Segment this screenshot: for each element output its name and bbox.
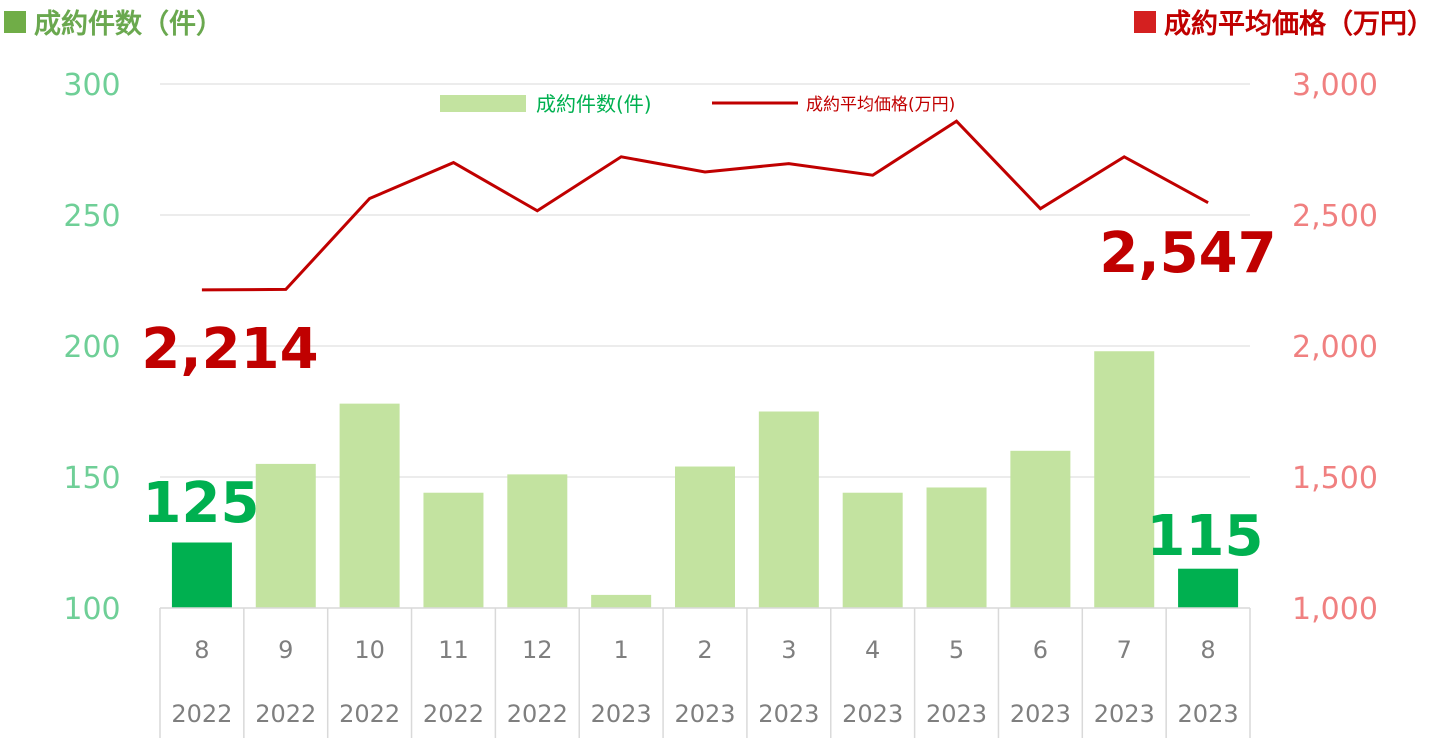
left-tick-label: 100 [63, 592, 120, 627]
month-tick-label: 11 [438, 636, 469, 664]
right-tick-label: 2,500 [1292, 199, 1378, 234]
bar [507, 474, 568, 608]
month-tick-label: 2 [697, 636, 712, 664]
bar [1010, 450, 1071, 608]
year-tick-label: 2022 [507, 700, 568, 728]
year-tick-label: 2023 [1010, 700, 1071, 728]
year-tick-label: 2023 [1094, 700, 1155, 728]
right-axis-title-text: 成約平均価格（万円） [1164, 9, 1434, 40]
price-line [201, 119, 1209, 292]
year-tick-label: 2023 [674, 700, 735, 728]
month-tick-label: 4 [865, 636, 880, 664]
month-tick-label: 5 [949, 636, 964, 664]
month-tick-label: 1 [614, 636, 629, 664]
right-tick-label: 1,500 [1292, 461, 1378, 496]
year-tick-label: 2022 [339, 700, 400, 728]
bar-callout-first: 125 [143, 471, 260, 536]
bar [1094, 351, 1155, 608]
year-tick-label: 2023 [591, 700, 652, 728]
bar [758, 411, 819, 608]
price-callout-last: 2,547 [1099, 221, 1276, 286]
month-tick-label: 10 [354, 636, 385, 664]
month-tick-label: 12 [522, 636, 553, 664]
bar [1178, 568, 1239, 608]
green-square-icon [4, 10, 26, 33]
month-tick-label: 9 [278, 636, 293, 664]
bar [842, 492, 903, 608]
bar [255, 463, 316, 608]
bar-callout-last: 115 [1147, 504, 1264, 569]
year-tick-label: 2022 [171, 700, 232, 728]
year-tick-label: 2023 [758, 700, 819, 728]
month-tick-label: 6 [1033, 636, 1048, 664]
bar [926, 487, 987, 608]
bar [339, 403, 400, 608]
month-tick-label: 3 [781, 636, 796, 664]
left-axis-title: 成約件数（件） [4, 2, 223, 41]
left-tick-label: 250 [63, 199, 120, 234]
left-axis-title-text: 成約件数（件） [34, 9, 223, 40]
year-tick-label: 2023 [1178, 700, 1239, 728]
legend-line-label: 成約平均価格(万円) [806, 95, 955, 115]
legend-bar-label: 成約件数(件) [536, 92, 652, 116]
month-tick-label: 7 [1117, 636, 1132, 664]
bar [591, 594, 652, 608]
right-axis-title: 成約平均価格（万円） [1134, 2, 1434, 41]
price-callout-first: 2,214 [141, 317, 318, 382]
left-tick-label: 300 [63, 68, 120, 103]
month-tick-label: 8 [1200, 636, 1215, 664]
red-square-icon [1134, 10, 1156, 33]
year-tick-label: 2022 [255, 700, 316, 728]
left-tick-label: 150 [63, 461, 120, 496]
bar [423, 492, 484, 608]
month-tick-label: 8 [194, 636, 209, 664]
bar [675, 466, 735, 608]
right-tick-label: 1,000 [1292, 592, 1378, 627]
right-tick-label: 2,000 [1292, 330, 1378, 365]
year-tick-label: 2023 [926, 700, 987, 728]
left-tick-label: 200 [63, 330, 120, 365]
bar [171, 542, 232, 608]
legend-bar-swatch [440, 95, 526, 112]
year-tick-label: 2023 [842, 700, 903, 728]
right-tick-label: 3,000 [1292, 68, 1378, 103]
year-tick-label: 2022 [423, 700, 484, 728]
